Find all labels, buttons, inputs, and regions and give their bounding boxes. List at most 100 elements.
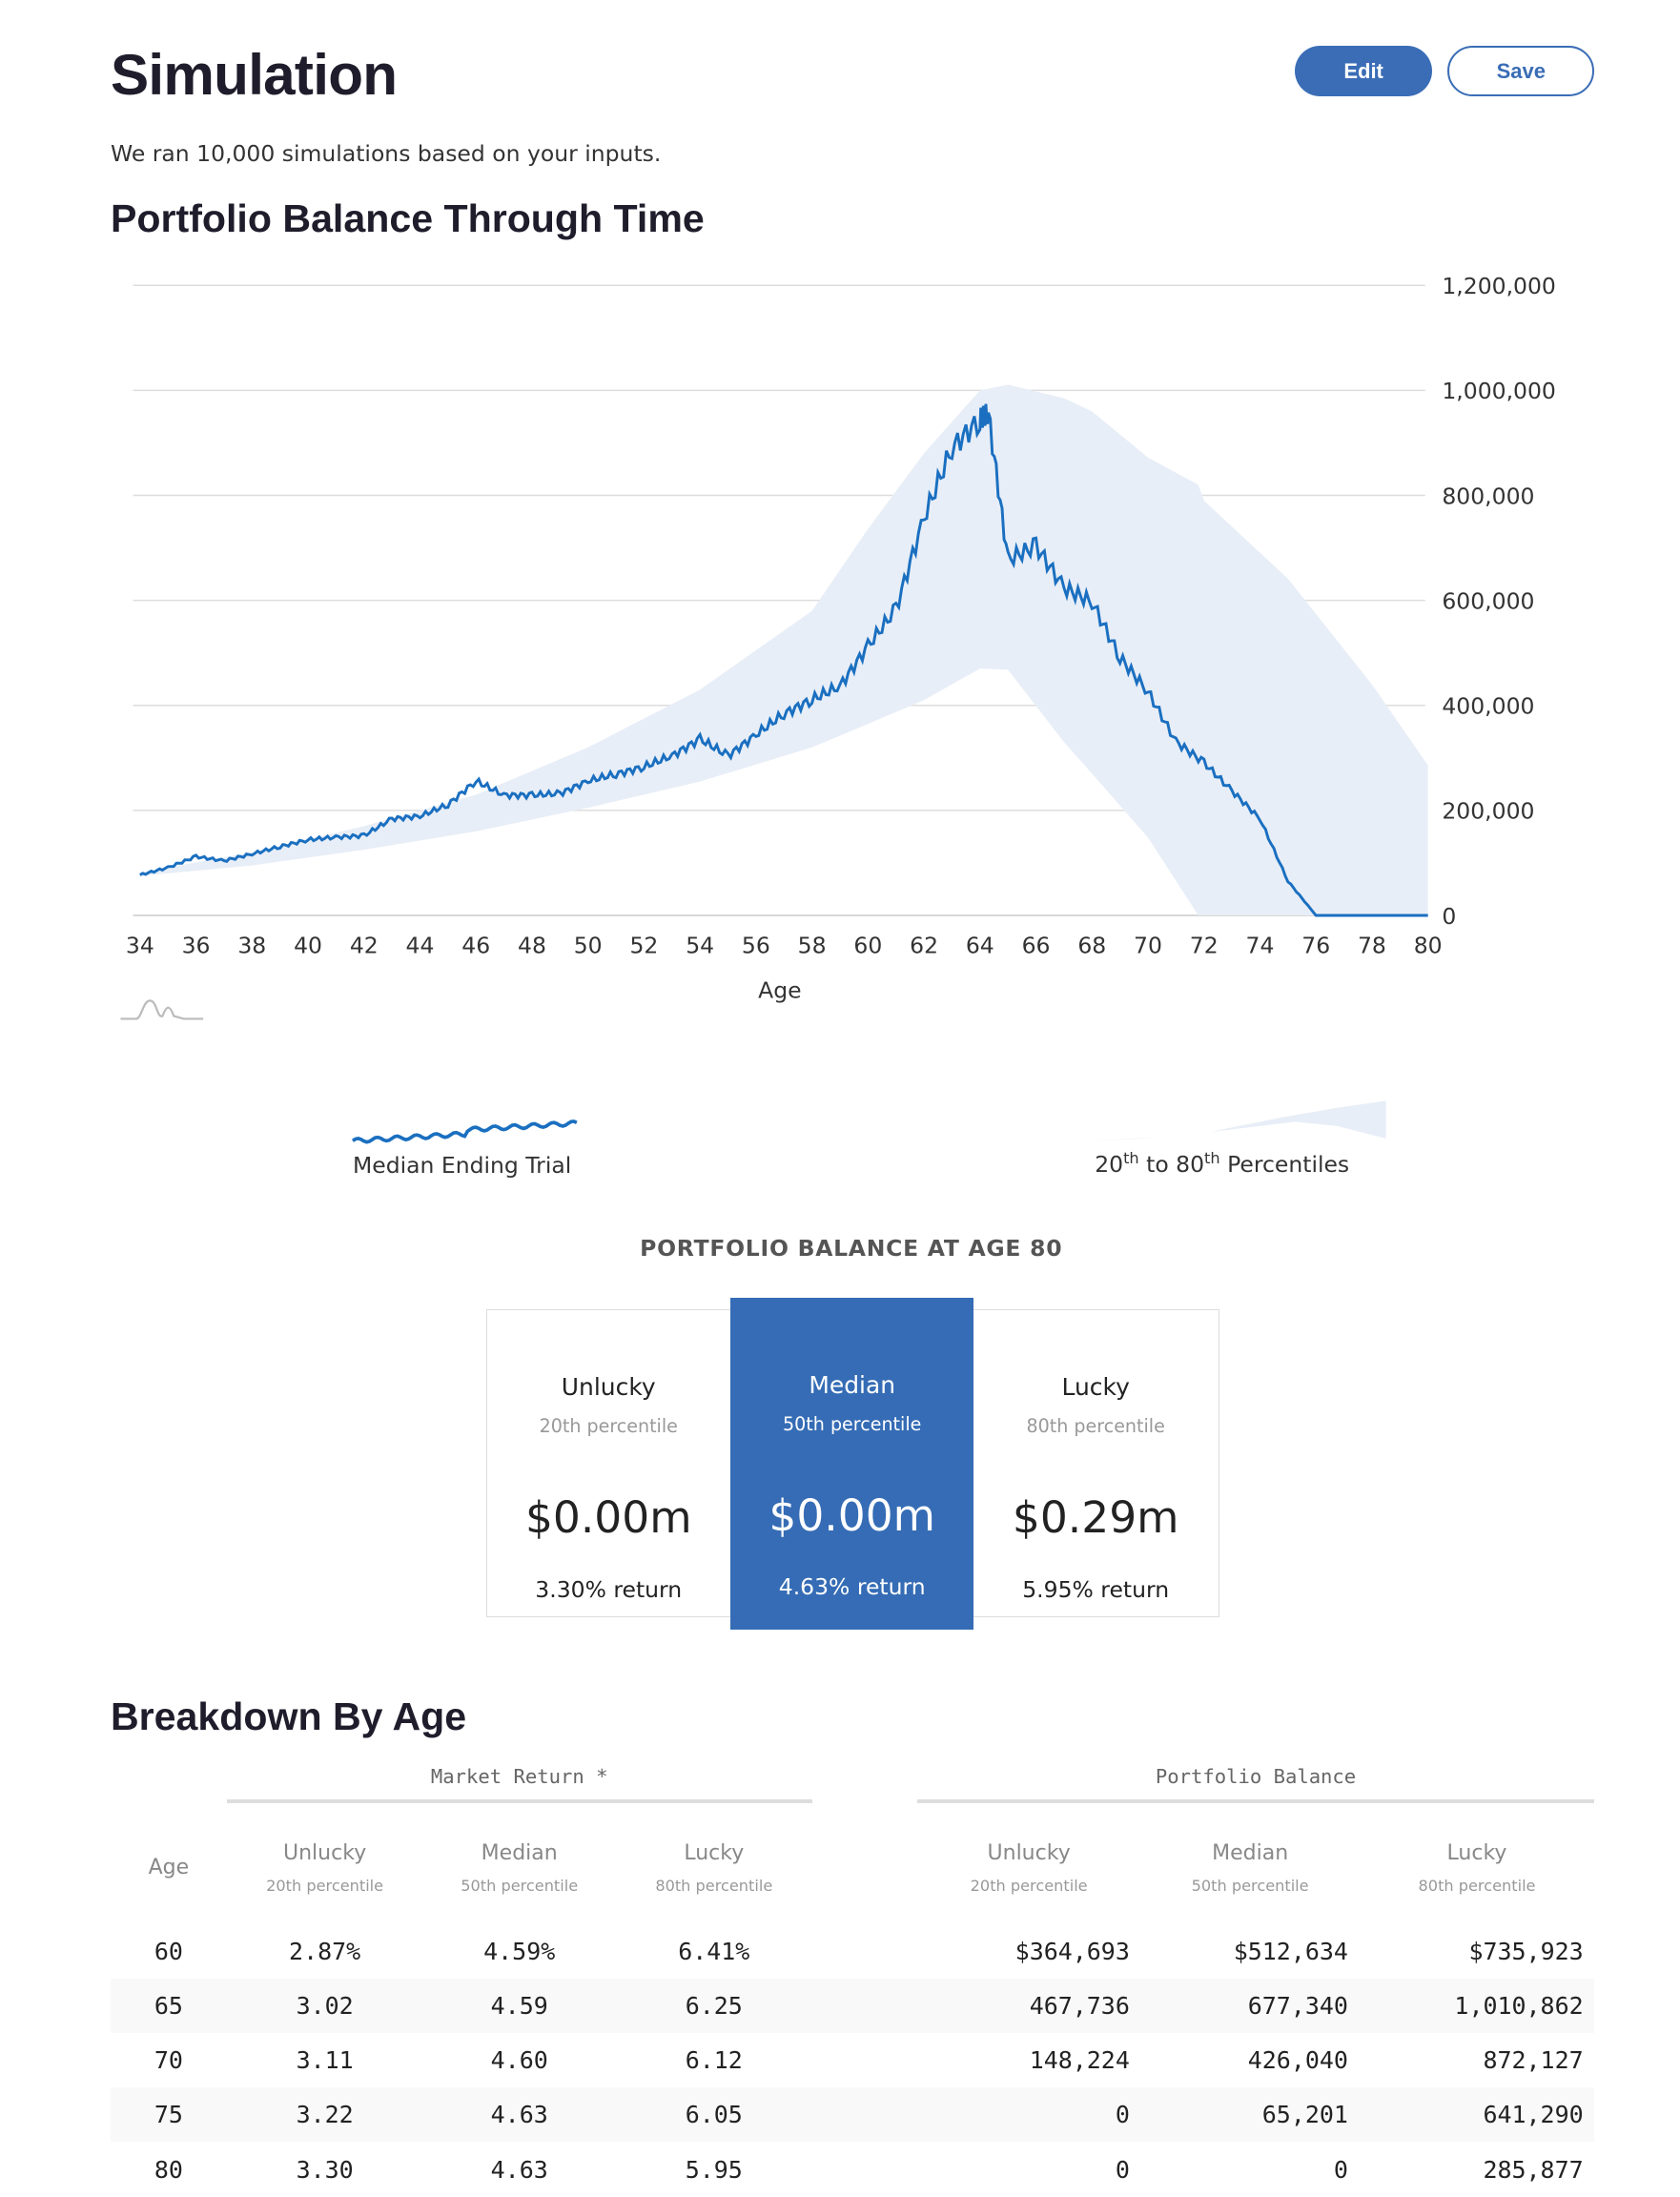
table-cell: 6.25 [616, 1978, 812, 2033]
x-tick-label: 80 [1414, 933, 1443, 959]
portfolio-chart[interactable]: 0 200,000 400,000 600,000 800,000 1,000,000 1,… [0, 252, 1680, 1036]
subtitle: We ran 10,000 simulations based on your … [110, 139, 662, 167]
x-tick-label: 64 [966, 933, 994, 959]
x-tick-label: 62 [910, 933, 938, 959]
x-tick-label: 38 [237, 933, 266, 959]
y-tick-label: 0 [1442, 903, 1456, 930]
table-cell: 467,736 [916, 1978, 1141, 2033]
table-cell: 641,290 [1359, 2087, 1595, 2143]
y-tick-label: 800,000 [1442, 483, 1534, 510]
table-row: 75 3.22 4.63 6.05 0 65,201 641,290 [110, 2087, 1595, 2143]
chart-title: Portfolio Balance Through Time [110, 195, 705, 240]
x-tick-label: 36 [182, 933, 211, 959]
col-percentile: 50th percentile [461, 1876, 579, 1895]
col-percentile: 20th percentile [970, 1876, 1088, 1895]
legend-band-swatch [1084, 1100, 1386, 1141]
edit-button[interactable]: Edit [1295, 46, 1433, 97]
card-return: 4.63% return [778, 1572, 926, 1600]
table-cell: 0 [916, 2087, 1141, 2143]
table-cell: 70 [154, 2046, 183, 2075]
breakdown-title: Breakdown By Age [110, 1694, 467, 1738]
balance-title: PORTFOLIO BALANCE AT AGE 80 [640, 1235, 1063, 1263]
col-title: Median [1212, 1840, 1289, 1865]
table-cell: 3.30 [296, 2155, 354, 2184]
card-unlucky: Unlucky 20th percentile $0.00m 3.30% ret… [487, 1310, 730, 1615]
card-percentile: 80th percentile [1026, 1416, 1165, 1438]
table-cell: 6.12 [685, 2046, 743, 2075]
table-cell: 5.95 [685, 2155, 743, 2184]
table-cell: 4.60 [490, 2046, 548, 2075]
col-header: Unlucky 20th percentile [917, 1812, 1141, 1923]
col-title: Unlucky [282, 1840, 367, 1865]
table-cell: 0 [1333, 2155, 1348, 2184]
col-percentile: 50th percentile [1191, 1876, 1309, 1895]
x-tick-label: 48 [518, 933, 546, 959]
legend-sup: th [1204, 1149, 1220, 1168]
table-cell: 60 [154, 1937, 183, 1965]
x-tick-label: 76 [1301, 933, 1330, 959]
divider [916, 1799, 1595, 1804]
divider [226, 1799, 812, 1804]
col-header: Lucky 80th percentile [616, 1812, 812, 1923]
table-cell: 426,040 [1247, 2046, 1348, 2075]
group-portfolio-balance: Portfolio Balance [916, 1757, 1595, 1812]
x-tick-label: 50 [574, 933, 603, 959]
col-header: Lucky 80th percentile [1360, 1812, 1595, 1923]
x-axis-label: Age [758, 977, 801, 1004]
legend-band-text: 20 [1095, 1151, 1124, 1179]
table-row: 60 2.87% 4.59% 6.41% $364,693 $512,634 $735,92… [111, 1923, 1594, 1978]
card-value: $0.00m [524, 1491, 692, 1543]
col-title: Lucky [684, 1840, 745, 1865]
table-cell: 3.11 [296, 2046, 354, 2075]
table-row: 80 3.30 4.63 5.95 0 0 285,877 [111, 2142, 1594, 2196]
table-cell: 4.63 [422, 2087, 617, 2143]
y-tick-label: 200,000 [1442, 798, 1534, 825]
x-tick-label: 70 [1134, 933, 1162, 959]
card-percentile: 20th percentile [539, 1416, 678, 1438]
col-title: Unlucky [987, 1840, 1071, 1865]
table-cell: 6.05 [616, 2087, 812, 2143]
table-cell: 872,127 [1483, 2046, 1584, 2075]
x-tick-label: 66 [1022, 933, 1051, 959]
table-cell: $512,634 [1233, 1937, 1348, 1965]
x-tick-label: 78 [1358, 933, 1386, 959]
y-tick-label: 1,000,000 [1442, 378, 1556, 404]
header-row: Age Unlucky 20th percentile Median 50th perc… [111, 1812, 1594, 1923]
col-percentile: 80th percentile [1418, 1876, 1536, 1895]
table-cell: 285,877 [1483, 2155, 1584, 2184]
table-cell: 3.02 [226, 1978, 423, 2033]
table-cell: 677,340 [1140, 1978, 1360, 2033]
group-label: Market Return * [430, 1765, 608, 1789]
legend-band-text: to 80 [1138, 1151, 1205, 1179]
x-tick-label: 54 [686, 933, 714, 959]
col-percentile: 80th percentile [655, 1876, 773, 1895]
col-header: Median 50th percentile [1141, 1812, 1360, 1923]
legend-band-label[interactable]: 20th to 80th Percentiles [1095, 1149, 1349, 1178]
percentile-band [139, 384, 1428, 916]
x-tick-label: 34 [126, 933, 154, 959]
table-cell: 80 [154, 2155, 183, 2184]
legend-median-swatch [351, 1119, 578, 1144]
reset-zoom-icon[interactable] [119, 994, 206, 1024]
card-lucky: Lucky 80th percentile $0.29m 5.95% retur… [973, 1310, 1217, 1615]
table-cell: 4.59% [483, 1937, 556, 1965]
table-cell: 4.63 [490, 2155, 548, 2184]
legend-sup: th [1123, 1149, 1139, 1168]
col-header: Unlucky 20th percentile [227, 1812, 423, 1923]
card-median: Median 50th percentile $0.00m 4.63% retu… [729, 1297, 974, 1630]
save-button[interactable]: Save [1447, 46, 1595, 97]
table-cell: 0 [1115, 2155, 1130, 2184]
group-market-return: Market Return * [226, 1757, 812, 1812]
x-tick-label: 56 [742, 933, 770, 959]
card-value: $0.29m [1012, 1491, 1179, 1543]
card-title: Median [809, 1371, 896, 1400]
legend-median-label[interactable]: Median Ending Trial [353, 1152, 572, 1180]
table-cell: $364,693 [1014, 1937, 1130, 1965]
table-row: 70 3.11 4.60 6.12 148,224 426,040 872,127 [111, 2033, 1594, 2087]
x-tick-label: 68 [1077, 933, 1106, 959]
y-tick-label: 1,200,000 [1442, 273, 1556, 299]
card-percentile: 50th percentile [783, 1413, 922, 1435]
col-title: Lucky [1446, 1840, 1507, 1865]
y-tick-label: 400,000 [1442, 693, 1534, 720]
